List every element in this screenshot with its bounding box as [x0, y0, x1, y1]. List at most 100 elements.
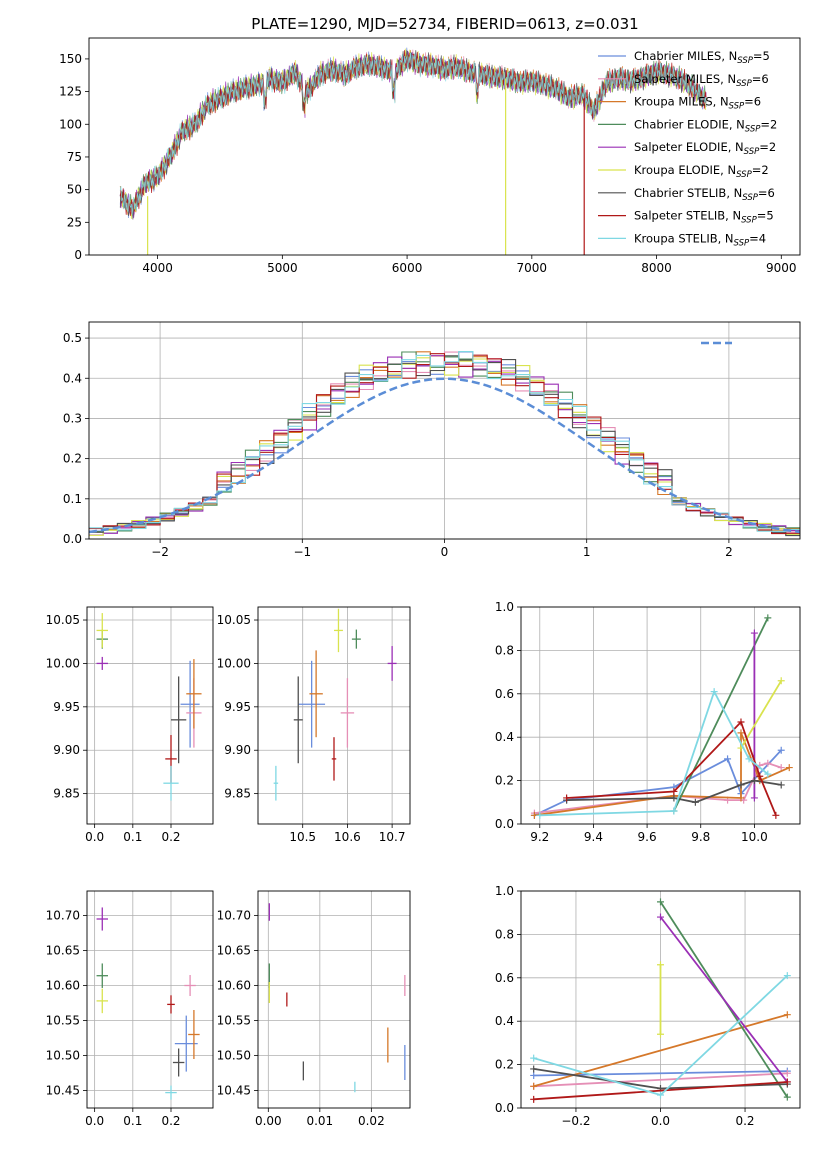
- legend-label-subscript: SSP: [736, 170, 752, 180]
- y-tick-label: 9.90: [224, 743, 251, 757]
- weight-series: [533, 1081, 788, 1101]
- weight-marker: [536, 811, 544, 819]
- x-tick-label: 0.00: [255, 1114, 282, 1128]
- y-tick-label: 10.05: [46, 613, 80, 627]
- chart-weight-vs-z: −0.2 0.0 0.2 0.0 0.2 0.4 0.6 0.8 1.0: [495, 884, 801, 1128]
- legend-label-prefix: Kroupa MILES, N: [634, 95, 729, 109]
- legend-label: Salpeter MILES, NSSP=6: [634, 72, 769, 89]
- x-tick-label: 9000: [766, 261, 797, 275]
- y-tick-label: 50: [67, 183, 82, 197]
- legend-label: Chabrier ELODIE, NSSP=2: [634, 117, 777, 134]
- weight-marker: [764, 770, 772, 778]
- legend-label-subscript: SSP: [742, 193, 758, 203]
- y-tick-label: 9.90: [53, 743, 80, 757]
- x-tick-label: 9.8: [691, 830, 710, 844]
- errorbar-point: [186, 659, 202, 729]
- y-tick-label: 10.45: [46, 1084, 80, 1098]
- y-tick-label: 25: [67, 215, 82, 229]
- x-tick-label: 0.01: [306, 1114, 333, 1128]
- errorbar-point: [351, 629, 361, 649]
- y-tick-label: 9.95: [224, 700, 251, 714]
- legend-label-subscript: SSP: [729, 102, 745, 112]
- errorbar-point: [96, 963, 108, 988]
- legend-label: Chabrier MILES, NSSP=5: [634, 49, 770, 66]
- weight-marker: [737, 781, 745, 789]
- weight-marker: [670, 787, 678, 795]
- legend-label-suffix: =6: [752, 72, 769, 86]
- x-tick-label: 6000: [392, 261, 423, 275]
- weight-marker: [530, 1095, 538, 1103]
- y-tick-label: 10.55: [46, 1014, 80, 1028]
- x-tick-label: 0.0: [85, 1114, 104, 1128]
- y-tick-label: 0.4: [63, 371, 82, 385]
- x-tick-label: 9.2: [530, 830, 549, 844]
- errorbar-point: [340, 678, 355, 748]
- y-tick-label: 10.05: [217, 613, 251, 627]
- plot-area-mass-vs-z: [96, 907, 200, 1100]
- errorbar-point: [298, 660, 326, 748]
- weight-marker: [783, 972, 791, 980]
- legend-label-subscript: SSP: [741, 216, 757, 226]
- errorbar-point: [163, 765, 179, 801]
- errorbar-point: [96, 988, 108, 1014]
- legend-label-prefix: Chabrier STELIB, N: [634, 186, 742, 200]
- weight-marker: [783, 1078, 791, 1086]
- errorbar-point: [334, 608, 343, 653]
- weight-marker: [530, 1082, 538, 1090]
- weight-marker: [777, 781, 785, 789]
- y-tick-label: 10.70: [217, 909, 251, 923]
- x-tick-label: 2: [725, 545, 733, 559]
- x-tick-label: 0.0: [85, 830, 104, 844]
- chart-weight-vs-age: 9.2 9.4 9.6 9.8 10.0 0.0 0.2 0.4 0.6 0.8 1.0: [495, 600, 801, 844]
- weight-marker: [563, 794, 571, 802]
- chart-age-vs-z: 0.0 0.1 0.2 9.85 9.90 9.95 10.00 10.05: [46, 606, 214, 844]
- legend-label-suffix: =2: [759, 140, 776, 154]
- histogram-series: [89, 351, 800, 532]
- errorbar-point: [293, 676, 303, 764]
- axes-frame: [86, 890, 214, 1109]
- weight-marker: [670, 794, 678, 802]
- normal-curve: [89, 377, 800, 534]
- y-tick-label: 1.0: [495, 884, 514, 898]
- y-tick-label: 10.60: [217, 979, 251, 993]
- x-tick-label: 0.02: [358, 1114, 385, 1128]
- y-tick-label: 10.00: [46, 656, 80, 670]
- legend-label: Salpeter STELIB, NSSP=5: [634, 209, 774, 226]
- errorbar-point: [96, 907, 108, 931]
- weight-marker: [764, 614, 772, 622]
- axes-frame: [257, 890, 411, 1109]
- legend-label-suffix: =5: [753, 49, 770, 63]
- y-tick-label: 0.0: [63, 532, 82, 546]
- y-tick-label: 10.00: [217, 656, 251, 670]
- y-tick-label: 0.8: [495, 643, 514, 657]
- chart-age-vs-mass: 10.5 10.6 10.7 9.85 9.90 9.95 10.00 10.05: [217, 606, 411, 844]
- y-tick-label: 0.1: [63, 492, 82, 506]
- plot-area-residuals: [89, 351, 800, 537]
- weight-marker: [764, 759, 772, 767]
- x-tick-label: 0: [441, 545, 449, 559]
- y-tick-label: 150: [59, 52, 82, 66]
- axes-frame: [86, 606, 214, 825]
- weight-marker: [756, 772, 764, 780]
- axes-frame: [520, 890, 801, 1109]
- y-tick-label: 75: [67, 150, 82, 164]
- legend-label-subscript: SSP: [744, 147, 760, 157]
- x-tick-label: 0.2: [161, 1114, 180, 1128]
- weight-marker: [657, 1091, 664, 1099]
- plot-area-weight-vs-z: [530, 898, 791, 1103]
- chart-spectrum: 4000 5000 6000 7000 8000 9000 0 25 50 75 100 125 150…: [59, 37, 801, 275]
- weight-marker: [737, 718, 745, 726]
- x-tick-label: 10.5: [289, 830, 316, 844]
- weight-series: [740, 680, 782, 749]
- weight-marker: [530, 1054, 538, 1062]
- y-tick-label: 0.2: [63, 452, 82, 466]
- y-tick-label: 10.70: [46, 909, 80, 923]
- y-tick-label: 10.65: [217, 944, 251, 958]
- chart-mass-vs-z: 0.0 0.1 0.2 10.45 10.50 10.55 10.60 10.65 10.70: [46, 890, 214, 1128]
- x-tick-label: 5000: [267, 261, 298, 275]
- weight-marker: [737, 794, 745, 802]
- x-tick-label: 10.6: [334, 830, 361, 844]
- legend-label-prefix: Kroupa ELODIE, N: [634, 163, 736, 177]
- weight-marker: [772, 811, 780, 819]
- plot-area-mass-vs-ebv: [268, 903, 406, 1093]
